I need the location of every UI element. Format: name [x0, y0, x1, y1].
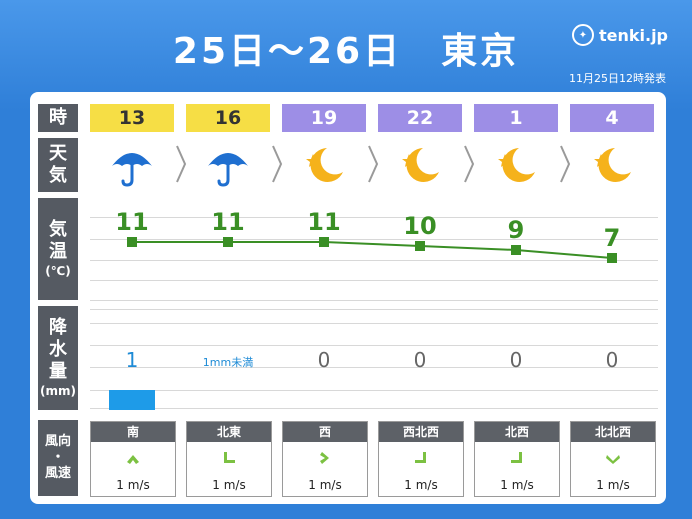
grid-line	[90, 323, 658, 324]
precipitation-value: 0	[317, 348, 331, 372]
moon-icon	[498, 148, 535, 182]
issued-time: 11月25日12時発表	[569, 72, 666, 85]
moon-icon	[306, 148, 343, 182]
grid-line	[90, 367, 658, 368]
wind-direction: 北西	[475, 422, 559, 442]
wind-card: 西 1 m/s	[282, 421, 368, 497]
chevron-right-icon	[560, 145, 571, 183]
wind-speed: 1 m/s	[404, 478, 438, 492]
umbrella-icon	[112, 153, 152, 187]
grid-line	[90, 390, 658, 391]
temperature-value: 11	[211, 208, 245, 236]
wind-speed: 1 m/s	[212, 478, 246, 492]
grid-line	[90, 408, 658, 409]
grid-line	[90, 280, 658, 281]
precipitation-bar	[109, 390, 155, 410]
wind-arrow-icon	[606, 455, 620, 464]
temperature-value: 7	[603, 224, 621, 252]
wind-speed: 1 m/s	[116, 478, 150, 492]
temperature-point	[607, 253, 617, 263]
wind-speed: 1 m/s	[308, 478, 342, 492]
wind-card: 南 1 m/s	[90, 421, 176, 497]
wind-direction: 西北西	[379, 422, 463, 442]
temperature-value: 11	[115, 208, 149, 236]
wind-direction: 北東	[187, 422, 271, 442]
hour-cell: 1	[474, 104, 558, 132]
hour-cell: 16	[186, 104, 270, 132]
temperature-value: 11	[307, 208, 341, 236]
hour-cell: 4	[570, 104, 654, 132]
moon-icon	[594, 148, 631, 182]
chevron-right-icon	[272, 145, 283, 183]
precipitation-value: 1mm未満	[202, 356, 254, 369]
hour-cell: 22	[378, 104, 462, 132]
grid-line	[90, 345, 658, 346]
grid-line	[90, 239, 658, 240]
wind-arrow-icon	[320, 452, 329, 464]
wind-card: 西北西 1 m/s	[378, 421, 464, 497]
wind-arrow-icon	[511, 452, 522, 463]
temperature-point	[415, 241, 425, 251]
page-title: 25日～26日 東京	[172, 31, 520, 72]
wind-direction: 西	[283, 422, 367, 442]
brand-logo: ✦ tenki.jp	[571, 24, 668, 46]
temperature-value: 10	[403, 212, 437, 240]
tenki-logo-icon: ✦	[571, 24, 594, 46]
grid-line	[90, 300, 658, 301]
temperature-value: 9	[507, 216, 525, 244]
wind-arrow-icon	[127, 455, 139, 464]
grid-line	[90, 217, 658, 218]
precipitation-value: 0	[413, 348, 427, 372]
forecast-panel: 時 天 気 気 温 (℃) 降 水 量 (mm) 風向 ・ 風速 13 11 1 南 1…	[30, 92, 666, 504]
umbrella-icon	[208, 153, 248, 187]
chevron-right-icon	[176, 145, 187, 183]
wind-direction: 北北西	[571, 422, 655, 442]
wind-speed: 1 m/s	[596, 478, 630, 492]
precipitation-value: 0	[509, 348, 523, 372]
temperature-label: 気 温 (℃)	[38, 198, 78, 300]
precipitation-label: 降 水 量 (mm)	[38, 306, 78, 410]
logo-text: tenki.jp	[598, 25, 668, 45]
precipitation-value: 1	[125, 348, 139, 372]
chevron-right-icon	[368, 145, 379, 183]
wind-speed: 1 m/s	[500, 478, 534, 492]
wind-arrow-icon	[415, 452, 426, 463]
temperature-line	[132, 241, 613, 259]
wind-direction: 南	[91, 422, 175, 442]
precipitation-value: 0	[605, 348, 619, 372]
header-background	[0, 0, 692, 110]
wind-arrow-icon	[224, 452, 235, 463]
hour-cell: 13	[90, 104, 174, 132]
time-label: 時	[38, 104, 78, 132]
grid-line	[90, 309, 658, 310]
grid-line	[90, 260, 658, 261]
moon-icon	[402, 148, 439, 182]
temperature-point	[511, 245, 521, 255]
wind-card: 北東 1 m/s	[186, 421, 272, 497]
wind-card: 北西 1 m/s	[474, 421, 560, 497]
hour-cell: 19	[282, 104, 366, 132]
chevron-right-icon	[464, 145, 475, 183]
weather-label: 天 気	[38, 138, 78, 192]
wind-card: 北北西 1 m/s	[570, 421, 656, 497]
wind-label: 風向 ・ 風速	[38, 420, 78, 496]
